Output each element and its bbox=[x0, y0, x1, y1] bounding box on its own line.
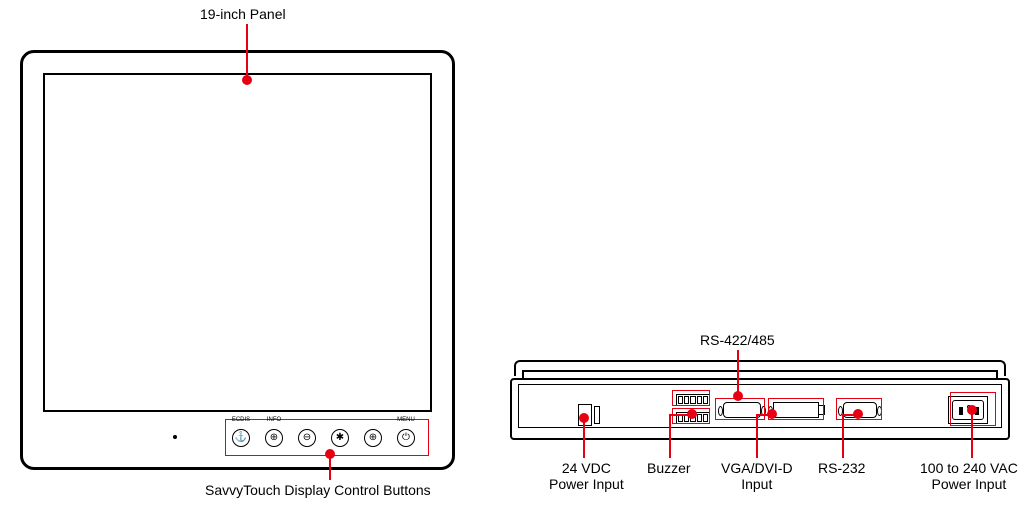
power-led bbox=[173, 435, 177, 439]
ac-line bbox=[971, 410, 973, 458]
brightness-button[interactable]: ✱ bbox=[331, 429, 349, 447]
rs232-line-h bbox=[842, 414, 859, 416]
dc-line bbox=[583, 418, 585, 458]
bottom-view bbox=[510, 360, 1010, 440]
buttons-callout-line bbox=[329, 454, 331, 480]
buzzer-line bbox=[669, 414, 671, 458]
rs232-line bbox=[842, 414, 844, 458]
panel-callout-line bbox=[246, 24, 248, 76]
buttons-label: SavvyTouch Display Control Buttons bbox=[205, 482, 431, 498]
buzzer-label: Buzzer bbox=[647, 460, 691, 476]
vga-line bbox=[756, 414, 758, 458]
rs422-dot bbox=[733, 391, 743, 401]
hl-dvi bbox=[768, 398, 824, 420]
rs232-label: RS-232 bbox=[818, 460, 865, 476]
minus-button[interactable]: ⊖ bbox=[298, 429, 316, 447]
ac-label: 100 to 240 VAC Power Input bbox=[920, 460, 1018, 492]
hl-rs422-top bbox=[672, 390, 710, 406]
plus-button[interactable]: ⊕ bbox=[364, 429, 382, 447]
front-panel: ECDIS ⚓ INFO ⊕ ⊖ ✱ ⊕ MENU ⏻ bbox=[20, 50, 455, 470]
vga-label: VGA/DVI-D Input bbox=[721, 460, 793, 492]
rs422-label: RS-422/485 bbox=[700, 332, 775, 348]
panel-callout-dot bbox=[242, 75, 252, 85]
btn-label-menu: MENU bbox=[391, 417, 421, 423]
menu-button[interactable]: ⏻ bbox=[397, 429, 415, 447]
info-button[interactable]: ⊕ bbox=[265, 429, 283, 447]
vga-line-h bbox=[756, 414, 773, 416]
buzzer-line-diag bbox=[669, 414, 693, 416]
btn-label-info: INFO bbox=[259, 417, 289, 423]
panel-title-label: 19-inch Panel bbox=[200, 6, 286, 22]
dc-label: 24 VDC Power Input bbox=[549, 460, 624, 492]
rs422-line bbox=[737, 350, 739, 392]
btn-label-ecdis: ECDIS bbox=[226, 417, 256, 423]
screen-area bbox=[43, 73, 432, 412]
ecdis-button[interactable]: ⚓ bbox=[232, 429, 250, 447]
dc-power-port-2 bbox=[594, 406, 600, 424]
